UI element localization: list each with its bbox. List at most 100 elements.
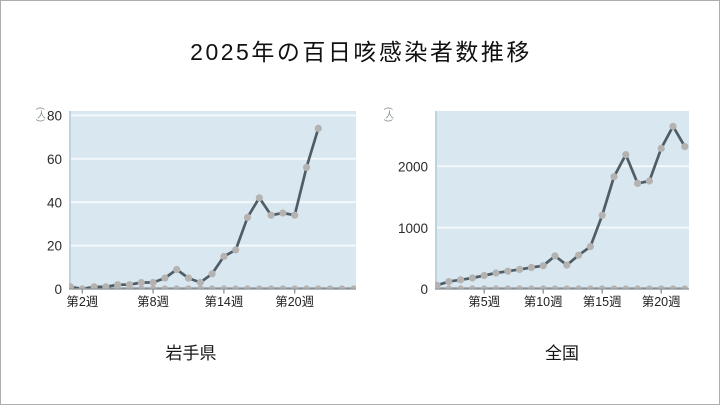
data-point-marker [125, 281, 134, 289]
data-point-marker [149, 285, 157, 289]
data-point-marker [220, 252, 228, 260]
x-tick-label: 第15週 [583, 295, 622, 309]
x-tick-label: 第8週 [137, 295, 169, 309]
data-point-marker [196, 278, 204, 287]
data-point-marker [137, 285, 145, 289]
data-point-marker [173, 285, 181, 289]
data-point-marker [551, 252, 559, 260]
data-point-marker [435, 281, 441, 289]
x-tick-label: 第5週 [468, 295, 500, 309]
x-tick-label: 第20週 [642, 295, 681, 309]
data-point-marker [622, 151, 630, 159]
data-point-marker [563, 285, 571, 289]
data-point-marker [586, 243, 594, 251]
plot-area [69, 111, 356, 289]
data-point-marker [302, 163, 311, 171]
data-point-marker [196, 285, 204, 289]
data-point-marker [149, 278, 157, 287]
national-chart-caption: 全国 [545, 344, 579, 363]
y-tick-label: 60 [47, 152, 62, 167]
gridlines [69, 114, 356, 247]
data-point-marker [527, 285, 535, 289]
data-point-marker [539, 262, 547, 270]
data-point-marker [102, 283, 110, 289]
data-point-marker [279, 285, 287, 289]
data-point-marker [208, 285, 216, 289]
data-point-marker [137, 278, 145, 287]
iwate-line-chart: 第2週 第8週 第14週 第20週 0 20 40 60 80(人) [36, 107, 356, 309]
y-axis-unit-label: (人) [384, 107, 394, 122]
data-point-marker [516, 265, 524, 273]
data-point-marker [669, 122, 677, 130]
gridlines [435, 165, 689, 229]
data-point-marker [504, 285, 512, 289]
data-point-marker [267, 211, 275, 219]
plot-area [435, 111, 689, 289]
data-point-marker [610, 285, 618, 289]
data-point-marker [184, 285, 193, 289]
data-point-marker [161, 274, 169, 282]
y-tick-label: 1000 [398, 221, 428, 236]
data-point-marker [232, 246, 240, 254]
data-point-marker [69, 283, 75, 289]
series-weekly_cases_2025_main [435, 122, 689, 289]
data-point-marker [634, 285, 642, 289]
data-point-marker [622, 285, 630, 289]
y-axis-labels: 0 1000 2000 [398, 159, 428, 297]
data-point-marker [243, 285, 252, 289]
data-point-marker [291, 211, 299, 219]
data-point-marker [314, 285, 322, 289]
iwate-chart-caption: 岩手県 [165, 344, 217, 363]
data-point-marker [634, 179, 642, 187]
data-point-marker [255, 194, 263, 202]
data-point-marker [480, 285, 488, 289]
data-point-marker [457, 285, 465, 289]
y-tick-label: 2000 [398, 159, 428, 174]
data-point-marker [563, 261, 571, 269]
data-point-marker [232, 285, 240, 289]
series-near_zero_baseline [435, 285, 689, 289]
data-point-marker [445, 285, 453, 289]
data-point-marker [338, 285, 346, 289]
data-point-marker [669, 285, 677, 289]
data-point-marker [539, 285, 547, 289]
y-tick-label: 80 [47, 108, 62, 123]
data-point-marker [504, 267, 512, 275]
data-point-marker [575, 251, 583, 259]
x-tick-label: 第10週 [524, 295, 563, 309]
data-point-marker [208, 270, 216, 278]
data-point-marker [457, 276, 465, 284]
data-point-marker [492, 269, 500, 277]
x-tick-label: 第14週 [204, 295, 243, 309]
data-point-marker [184, 274, 193, 282]
data-point-marker [267, 285, 275, 289]
data-point-marker [586, 285, 594, 289]
data-point-marker [598, 211, 606, 219]
data-point-marker [243, 213, 252, 221]
y-tick-label: 0 [420, 282, 428, 297]
y-tick-label: 20 [47, 239, 62, 254]
data-point-marker [302, 285, 311, 289]
data-point-marker [681, 285, 689, 289]
y-axis-unit-label: (人) [36, 107, 46, 122]
data-point-marker [598, 285, 606, 289]
data-point-marker [516, 285, 524, 289]
x-axis-ticks: 第5週 第10週 第15週 第20週 [468, 289, 681, 309]
data-point-marker [468, 274, 476, 282]
y-tick-label: 0 [54, 282, 62, 297]
data-point-marker [314, 124, 322, 132]
data-point-marker [291, 285, 299, 289]
data-point-marker [90, 283, 98, 289]
x-tick-label: 第2週 [66, 295, 98, 309]
y-tick-label: 40 [47, 195, 62, 210]
data-point-marker [326, 285, 334, 289]
data-point-marker [657, 285, 665, 289]
data-point-marker [681, 143, 689, 151]
data-point-marker [350, 285, 356, 289]
data-point-marker [173, 265, 181, 274]
data-point-marker [468, 285, 476, 289]
national-line-chart: 第5週 第10週 第15週 第20週 0 1000 2000 (人) [384, 107, 689, 309]
series-line [69, 127, 320, 289]
data-point-marker [645, 177, 653, 185]
data-point-marker [527, 263, 535, 272]
